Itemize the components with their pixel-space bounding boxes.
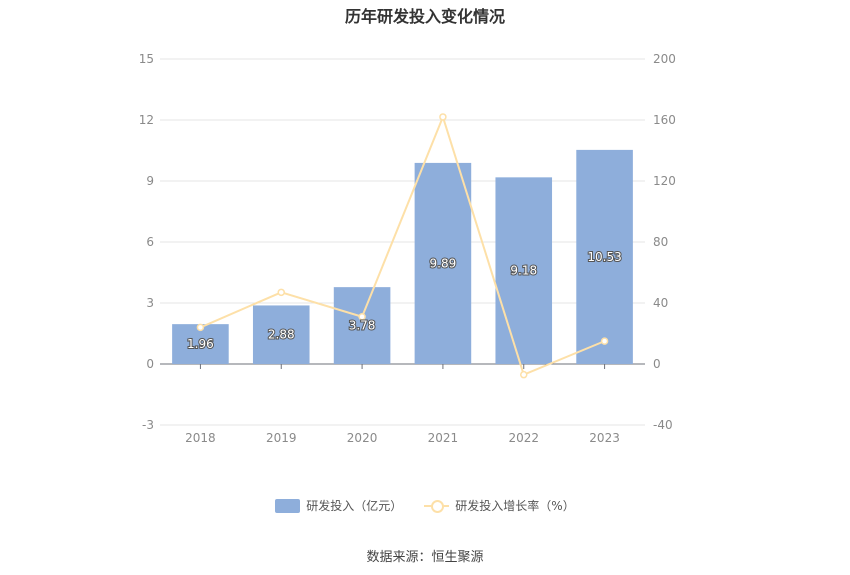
bar-value-label: 10.53 (587, 250, 621, 264)
bar (576, 149, 633, 364)
y-left-tick-label: -3 (142, 418, 154, 432)
bar-value-label: 9.18 (510, 264, 537, 278)
y-right-tick-label: 200 (653, 52, 676, 66)
label-layer: 1.96 2.88 3.78 9.89 9.18 10.53 (186, 249, 623, 352)
y-left-tick-label: 0 (146, 357, 154, 371)
y-left-tick-label: 3 (146, 296, 154, 310)
bar (495, 177, 553, 364)
legend: 研发投入（亿元） 研发投入增长率（%） (0, 497, 850, 514)
bar-value-label: 9.89 (430, 256, 457, 270)
legend-item-rd-investment[interactable]: 研发投入（亿元） (275, 497, 402, 514)
growth-point (439, 113, 447, 121)
y-right-tick-label: 40 (653, 296, 668, 310)
growth-point (196, 323, 205, 332)
growth-line (200, 113, 605, 377)
growth-point (600, 337, 609, 345)
growth-point (277, 288, 285, 297)
legend-bar-swatch (275, 498, 301, 513)
x-tick-label: 2019 (266, 431, 297, 445)
source-note: 数据来源：恒生聚源 (366, 550, 484, 565)
growth-point (520, 370, 528, 379)
y-right-tick-label: -40 (653, 418, 673, 432)
axis-layer: -3 0 3 6 9 12 15 -40 0 40 80 120 160 200 2018 2019 2020 2… (139, 52, 676, 445)
legend-label-growth-rate: 研发投入增长率（%） (455, 499, 575, 513)
x-tick-label: 2021 (428, 431, 459, 445)
y-right-tick-label: 120 (653, 174, 676, 188)
bar-value-label: 1.96 (187, 337, 214, 351)
line-layer (196, 113, 609, 379)
bar (333, 287, 391, 364)
y-left-tick-label: 15 (139, 52, 154, 66)
y-left-tick-label: 9 (146, 174, 154, 188)
legend-item-growth-rate[interactable]: 研发投入增长率（%） (424, 497, 575, 514)
legend-line-swatch (424, 499, 450, 513)
x-tick-label: 2023 (589, 431, 620, 445)
x-tick-label: 2022 (508, 431, 539, 445)
x-tick-label: 2020 (347, 431, 378, 445)
growth-point (358, 312, 366, 321)
grid-layer (160, 58, 645, 426)
y-right-tick-label: 0 (653, 357, 661, 371)
y-right-tick-label: 80 (653, 235, 668, 249)
y-right-tick-label: 160 (653, 113, 676, 127)
y-left-tick-label: 12 (139, 113, 154, 127)
bar-layer (172, 149, 633, 364)
chart-title: 历年研发投入变化情况 (344, 7, 505, 26)
legend-label-rd-investment: 研发投入（亿元） (306, 499, 403, 513)
bar-value-label: 3.78 (349, 319, 376, 333)
bar (252, 305, 310, 364)
x-tick-label: 2018 (185, 431, 216, 445)
bar (414, 162, 472, 364)
y-left-tick-label: 6 (146, 235, 154, 249)
bar-value-label: 2.88 (268, 328, 295, 342)
